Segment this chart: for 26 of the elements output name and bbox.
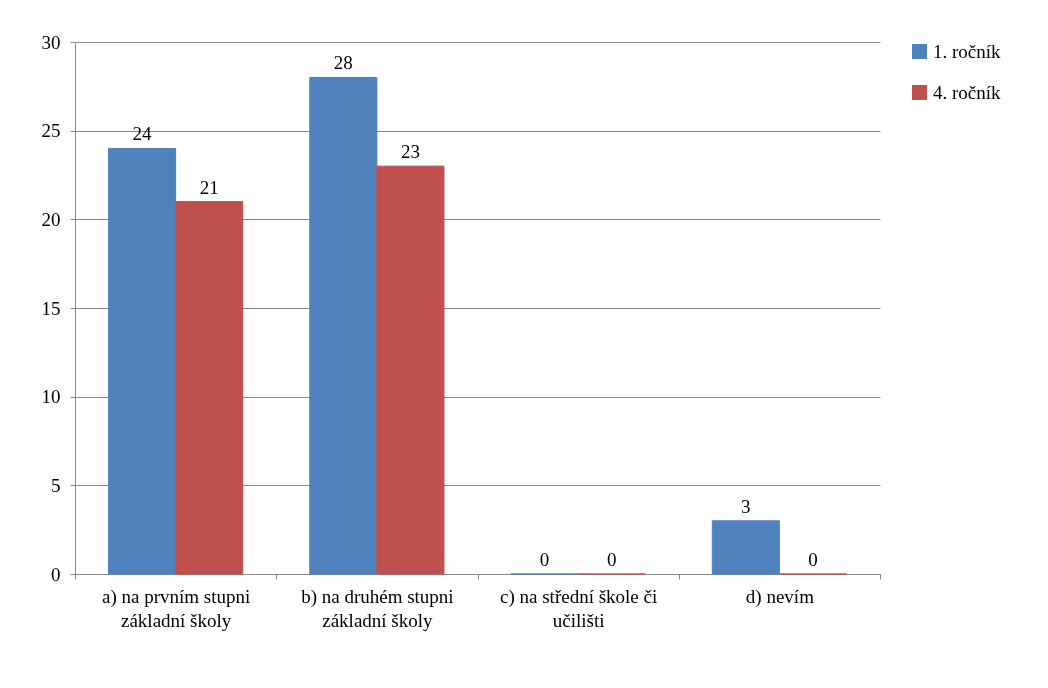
data-label: 23: [400, 141, 420, 163]
y-tick-label: 0: [51, 563, 61, 585]
data-label: 24: [132, 123, 153, 145]
data-label: 0: [539, 549, 550, 570]
x-tick-label: d) nevím: [745, 585, 815, 608]
data-label: 0: [808, 549, 818, 570]
data-label: 28: [333, 52, 353, 74]
bar: [376, 165, 445, 575]
bar: [309, 76, 378, 575]
data-label: 3: [741, 495, 751, 517]
y-tick-label: 20: [41, 208, 61, 230]
x-tick-label: a) na prvním stupni základní školy: [101, 585, 251, 631]
y-tick-label: 10: [41, 386, 61, 408]
y-tick-label: 5: [51, 474, 61, 496]
data-label: 0: [606, 549, 617, 570]
y-tick-label: 25: [41, 120, 61, 142]
y-tick-label: 30: [41, 31, 61, 53]
bar: [711, 520, 780, 575]
bar: [175, 201, 244, 575]
data-label: 21: [199, 176, 219, 198]
x-tick-label: b) na druhém stupni základní školy: [301, 585, 454, 631]
legend-label: 1. ročník: [933, 40, 1002, 62]
legend-label: 4. ročník: [933, 81, 1002, 103]
y-tick-label: 15: [41, 297, 61, 319]
bar: [108, 147, 177, 575]
x-tick-label: c) na střední škole či učilišti: [500, 585, 658, 631]
